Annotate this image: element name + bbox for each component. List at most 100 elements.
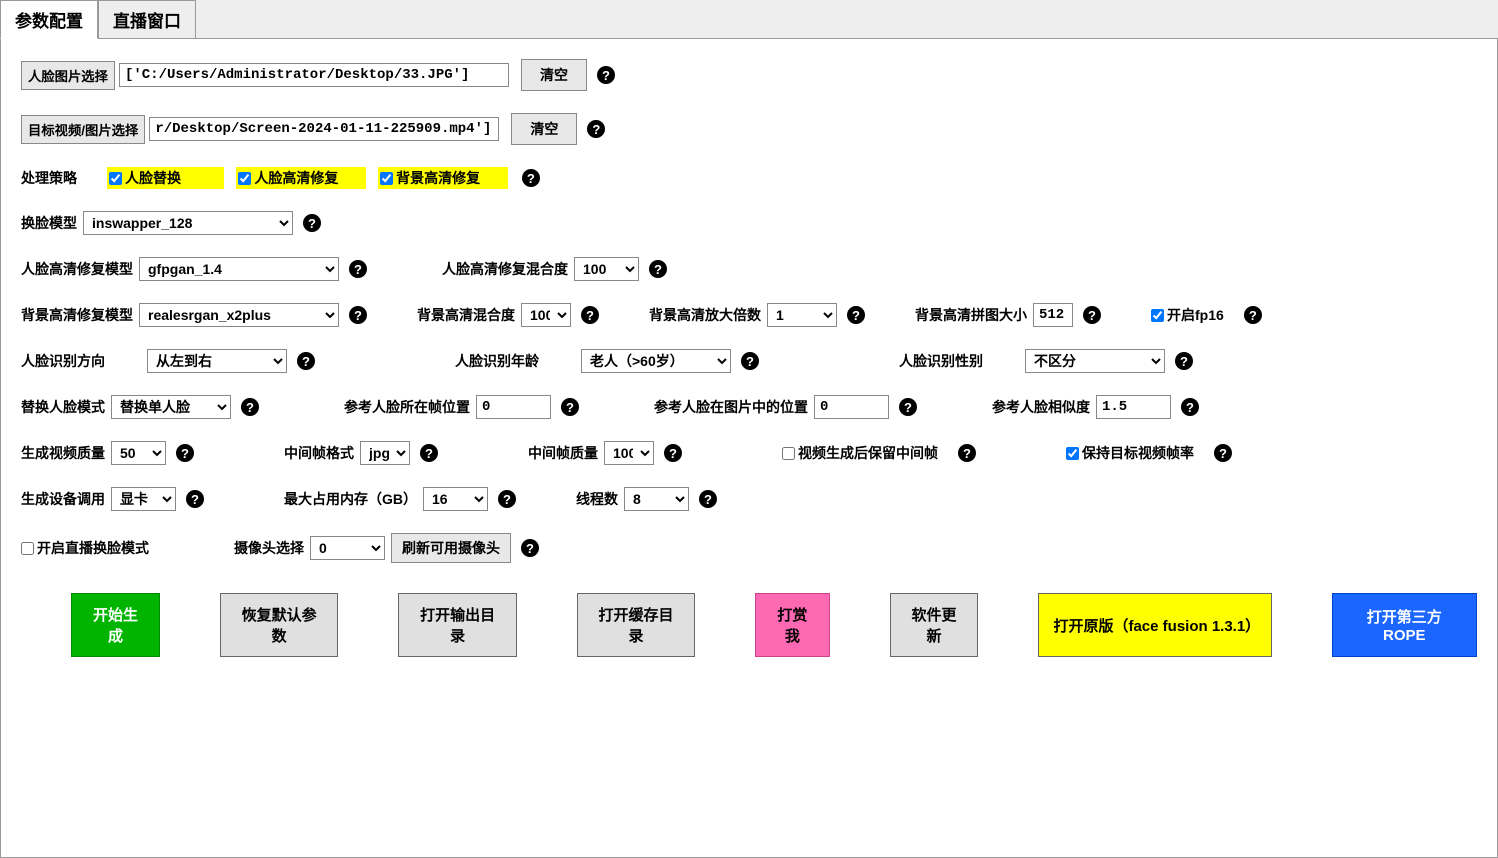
frame-format-label: 中间帧格式: [284, 443, 354, 463]
thread-select[interactable]: 8: [624, 487, 689, 511]
keep-fps-input[interactable]: [1066, 447, 1079, 460]
help-icon[interactable]: ?: [1214, 444, 1232, 462]
frame-format-select[interactable]: jpg: [360, 441, 410, 465]
help-icon[interactable]: ?: [522, 169, 540, 187]
bg-scale-select[interactable]: 1: [767, 303, 837, 327]
face-age-select[interactable]: 老人（>60岁）: [581, 349, 731, 373]
face-image-path-input[interactable]: [119, 63, 509, 87]
face-mode-label: 替换人脸模式: [21, 397, 105, 417]
strategy-bgenhance-checkbox[interactable]: 背景高清修复: [378, 167, 508, 189]
video-quality-label: 生成视频质量: [21, 443, 105, 463]
help-icon[interactable]: ?: [587, 120, 605, 138]
face-age-label: 人脸识别年龄: [455, 351, 539, 371]
help-icon[interactable]: ?: [1083, 306, 1101, 324]
device-select[interactable]: 显卡: [111, 487, 176, 511]
strategy-faceswap-checkbox[interactable]: 人脸替换: [107, 167, 224, 189]
frame-quality-label: 中间帧质量: [528, 443, 598, 463]
mem-select[interactable]: 16: [423, 487, 488, 511]
fp16-checkbox[interactable]: 开启fp16: [1151, 305, 1230, 325]
strategy-bgenhance-input[interactable]: [380, 172, 393, 185]
help-icon[interactable]: ?: [241, 398, 259, 416]
donate-button[interactable]: 打赏我: [755, 593, 829, 657]
face-direction-label: 人脸识别方向: [21, 351, 105, 371]
sim-input[interactable]: [1096, 395, 1171, 419]
strategy-faceenhance-checkbox[interactable]: 人脸高清修复: [236, 167, 366, 189]
face-enhance-model-select[interactable]: gfpgan_1.4: [139, 257, 339, 281]
help-icon[interactable]: ?: [1175, 352, 1193, 370]
strategy-faceenhance-input[interactable]: [238, 172, 251, 185]
help-icon[interactable]: ?: [741, 352, 759, 370]
video-quality-select[interactable]: 50: [111, 441, 166, 465]
face-image-clear-button[interactable]: 清空: [521, 59, 587, 91]
swap-model-select[interactable]: inswapper_128: [83, 211, 293, 235]
help-icon[interactable]: ?: [561, 398, 579, 416]
reset-button[interactable]: 恢复默认参数: [220, 593, 338, 657]
help-icon[interactable]: ?: [1181, 398, 1199, 416]
bg-tile-input[interactable]: [1033, 303, 1073, 327]
live-mode-checkbox[interactable]: 开启直播换脸模式: [21, 538, 155, 558]
face-gender-select[interactable]: 不区分: [1025, 349, 1165, 373]
strategy-faceenhance-text: 人脸高清修复: [254, 168, 338, 188]
face-gender-label: 人脸识别性别: [899, 351, 983, 371]
thread-label: 线程数: [576, 489, 618, 509]
face-enhance-blend-label: 人脸高清修复混合度: [442, 259, 568, 279]
bg-scale-label: 背景高清放大倍数: [649, 305, 761, 325]
refresh-cam-button[interactable]: 刷新可用摄像头: [391, 533, 511, 563]
frame-quality-select[interactable]: 100: [604, 441, 654, 465]
help-icon[interactable]: ?: [699, 490, 717, 508]
fp16-text: 开启fp16: [1167, 305, 1224, 325]
keep-fps-checkbox[interactable]: 保持目标视频帧率: [1066, 443, 1200, 463]
face-enhance-blend-select[interactable]: 100: [574, 257, 639, 281]
open-rope-button[interactable]: 打开第三方ROPE: [1332, 593, 1477, 657]
face-image-select-button[interactable]: 人脸图片选择: [21, 61, 115, 90]
live-mode-input[interactable]: [21, 542, 34, 555]
help-icon[interactable]: ?: [420, 444, 438, 462]
help-icon[interactable]: ?: [958, 444, 976, 462]
cam-select[interactable]: 0: [310, 536, 385, 560]
help-icon[interactable]: ?: [1244, 306, 1262, 324]
bg-blend-select[interactable]: 100: [521, 303, 571, 327]
help-icon[interactable]: ?: [597, 66, 615, 84]
keep-frames-input[interactable]: [782, 447, 795, 460]
mem-label: 最大占用内存（GB）: [284, 489, 417, 509]
keep-frames-checkbox[interactable]: 视频生成后保留中间帧: [782, 443, 944, 463]
help-icon[interactable]: ?: [899, 398, 917, 416]
sim-label: 参考人脸相似度: [992, 397, 1090, 417]
ref-frame-label: 参考人脸所在帧位置: [344, 397, 470, 417]
tab-live[interactable]: 直播窗口: [98, 0, 196, 39]
help-icon[interactable]: ?: [581, 306, 599, 324]
keep-frames-text: 视频生成后保留中间帧: [798, 443, 938, 463]
ref-frame-input[interactable]: [476, 395, 551, 419]
open-output-button[interactable]: 打开输出目录: [398, 593, 516, 657]
start-button[interactable]: 开始生成: [71, 593, 160, 657]
help-icon[interactable]: ?: [303, 214, 321, 232]
device-label: 生成设备调用: [21, 489, 105, 509]
tab-params[interactable]: 参数配置: [0, 0, 98, 39]
target-clear-button[interactable]: 清空: [511, 113, 577, 145]
bg-enhance-model-select[interactable]: realesrgan_x2plus: [139, 303, 339, 327]
open-original-button[interactable]: 打开原版（face fusion 1.3.1）: [1038, 593, 1271, 657]
help-icon[interactable]: ?: [176, 444, 194, 462]
help-icon[interactable]: ?: [297, 352, 315, 370]
help-icon[interactable]: ?: [847, 306, 865, 324]
target-select-button[interactable]: 目标视频/图片选择: [21, 115, 145, 144]
help-icon[interactable]: ?: [649, 260, 667, 278]
face-mode-select[interactable]: 替换单人脸: [111, 395, 231, 419]
bg-enhance-model-label: 背景高清修复模型: [21, 305, 133, 325]
update-button[interactable]: 软件更新: [890, 593, 979, 657]
strategy-faceswap-text: 人脸替换: [125, 168, 181, 188]
target-path-input[interactable]: [149, 117, 499, 141]
help-icon[interactable]: ?: [498, 490, 516, 508]
help-icon[interactable]: ?: [521, 539, 539, 557]
help-icon[interactable]: ?: [349, 260, 367, 278]
ref-pos-input[interactable]: [814, 395, 889, 419]
face-direction-select[interactable]: 从左到右: [147, 349, 287, 373]
help-icon[interactable]: ?: [664, 444, 682, 462]
bg-blend-label: 背景高清混合度: [417, 305, 515, 325]
help-icon[interactable]: ?: [349, 306, 367, 324]
open-cache-button[interactable]: 打开缓存目录: [577, 593, 695, 657]
help-icon[interactable]: ?: [186, 490, 204, 508]
fp16-input[interactable]: [1151, 309, 1164, 322]
swap-model-label: 换脸模型: [21, 213, 77, 233]
strategy-faceswap-input[interactable]: [109, 172, 122, 185]
